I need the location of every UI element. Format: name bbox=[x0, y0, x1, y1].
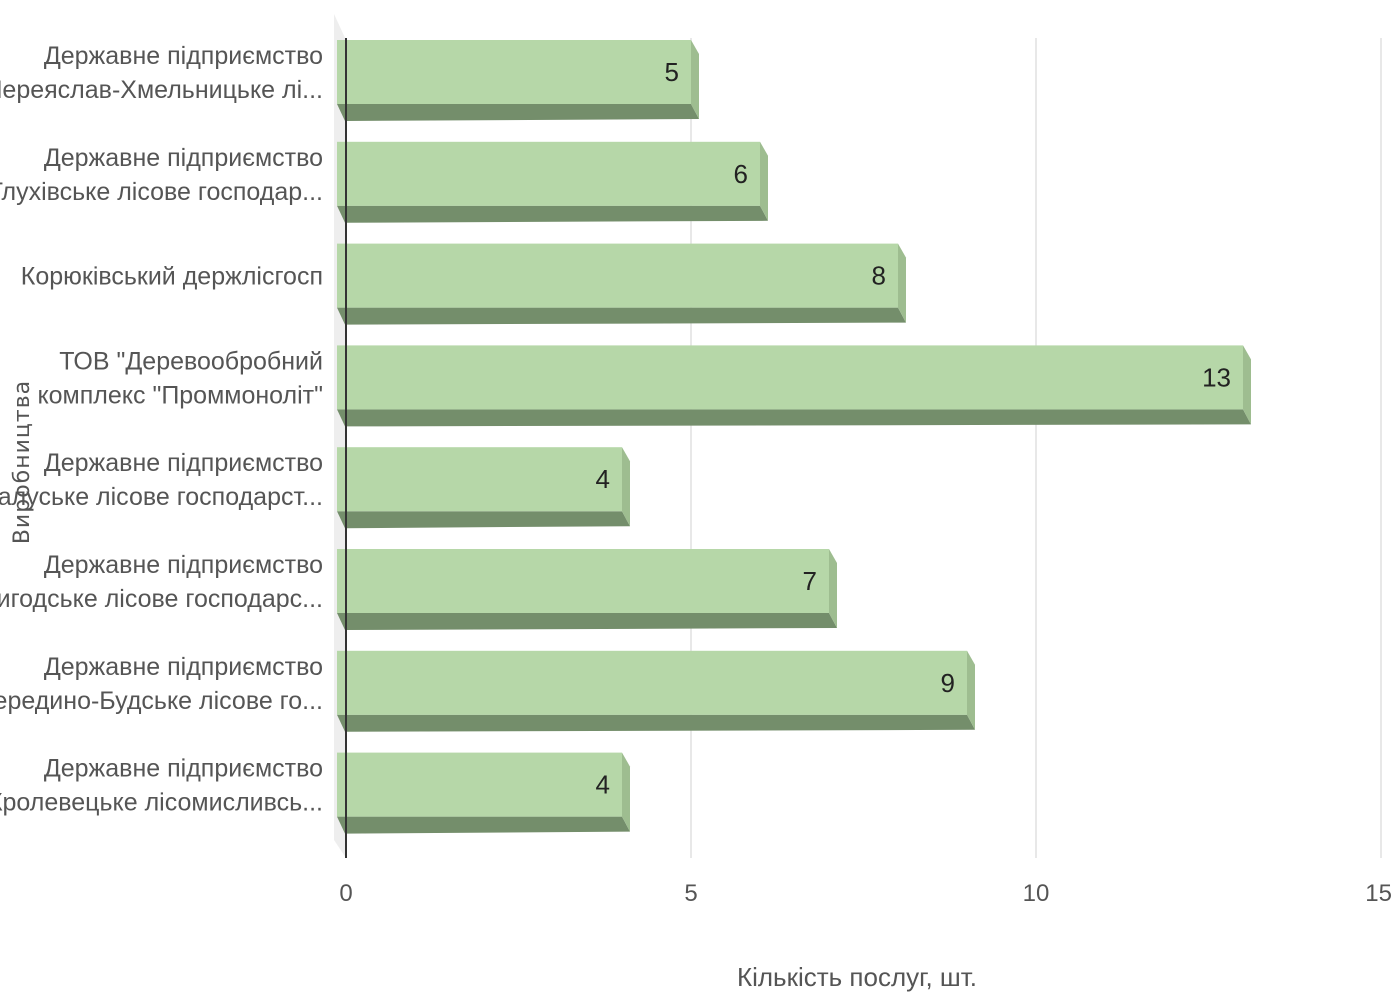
category-label: Державне підприємство "Кролевецьке лісоми… bbox=[0, 755, 323, 817]
bar-bottom-face bbox=[337, 205, 768, 223]
bar-bottom-face bbox=[337, 714, 975, 732]
bar: 8 bbox=[337, 243, 906, 325]
category-labels: Державне підприємство "Переяслав-Хмельниц… bbox=[0, 42, 323, 817]
category-label: Корюківський держлісгосп bbox=[21, 263, 323, 291]
bar-value-label: 6 bbox=[734, 159, 748, 189]
bar-side-face bbox=[622, 752, 630, 832]
bar: 4 bbox=[337, 752, 630, 834]
bar-value-label: 7 bbox=[803, 566, 817, 596]
x-tick-labels: 0 5 10 15 bbox=[339, 880, 1392, 907]
category-label: Державне підприємство "Вигодське лісове г… bbox=[0, 551, 323, 613]
bar: 7 bbox=[337, 549, 837, 630]
bar-front-face bbox=[337, 243, 898, 308]
x-tick-label: 0 bbox=[339, 880, 352, 907]
bar-value-label: 5 bbox=[665, 57, 679, 87]
bar-value-label: 9 bbox=[941, 668, 955, 698]
bar: 6 bbox=[337, 141, 768, 223]
bar-value-label: 4 bbox=[596, 464, 610, 494]
bar-value-label: 4 bbox=[596, 770, 610, 800]
bar: 9 bbox=[337, 650, 975, 732]
bar-front-face bbox=[337, 447, 622, 512]
bar: 5 bbox=[337, 40, 699, 121]
bar-bottom-face bbox=[337, 613, 837, 630]
chart-wall bbox=[334, 14, 346, 858]
chart-side-wall bbox=[334, 14, 346, 858]
bar-front-face bbox=[337, 40, 691, 104]
bar-front-face bbox=[337, 650, 967, 715]
bar-side-face bbox=[622, 447, 630, 527]
x-tick-label: 5 bbox=[684, 880, 697, 907]
bar-side-face bbox=[691, 40, 699, 119]
category-label: Державне підприємство "Калуське лісове го… bbox=[0, 449, 323, 511]
bar-value-label: 13 bbox=[1202, 362, 1231, 392]
gridlines bbox=[690, 38, 1382, 858]
bar-front-face bbox=[337, 549, 829, 613]
bar-side-face bbox=[829, 549, 837, 628]
bar: 13 bbox=[337, 345, 1251, 427]
bar-bottom-face bbox=[337, 307, 906, 325]
bar-bottom-face bbox=[337, 816, 630, 834]
bar: 4 bbox=[337, 447, 630, 529]
x-tick-label: 15 bbox=[1365, 880, 1392, 907]
bar-bottom-face bbox=[337, 104, 699, 121]
category-label: Державне підприємство "Глухівське лісове … bbox=[0, 144, 323, 206]
x-tick-label: 10 bbox=[1023, 880, 1050, 907]
bar-front-face bbox=[337, 141, 760, 206]
bar-side-face bbox=[1243, 345, 1251, 425]
category-label: Державне підприємство "Переяслав-Хмельниц… bbox=[0, 42, 323, 104]
bar-value-label: 8 bbox=[872, 261, 886, 291]
x-axis-title: Кількість послуг, шт. bbox=[737, 962, 977, 992]
category-label: ТОВ "Деревообробний комплекс "Проммоноліт… bbox=[37, 347, 323, 409]
y-axis-title: Виробництва bbox=[10, 380, 35, 544]
bar-side-face bbox=[898, 243, 906, 323]
bar-side-face bbox=[967, 650, 975, 730]
bar-bottom-face bbox=[337, 511, 630, 529]
bars: 5 6 8 13 4 7 9 4 bbox=[337, 40, 1251, 834]
bar-front-face bbox=[337, 752, 622, 817]
bar-bottom-face bbox=[337, 409, 1251, 427]
category-label: Державне підприємство "Середино-Будське л… bbox=[0, 653, 323, 715]
bar-front-face bbox=[337, 345, 1243, 410]
bar-side-face bbox=[760, 141, 768, 221]
